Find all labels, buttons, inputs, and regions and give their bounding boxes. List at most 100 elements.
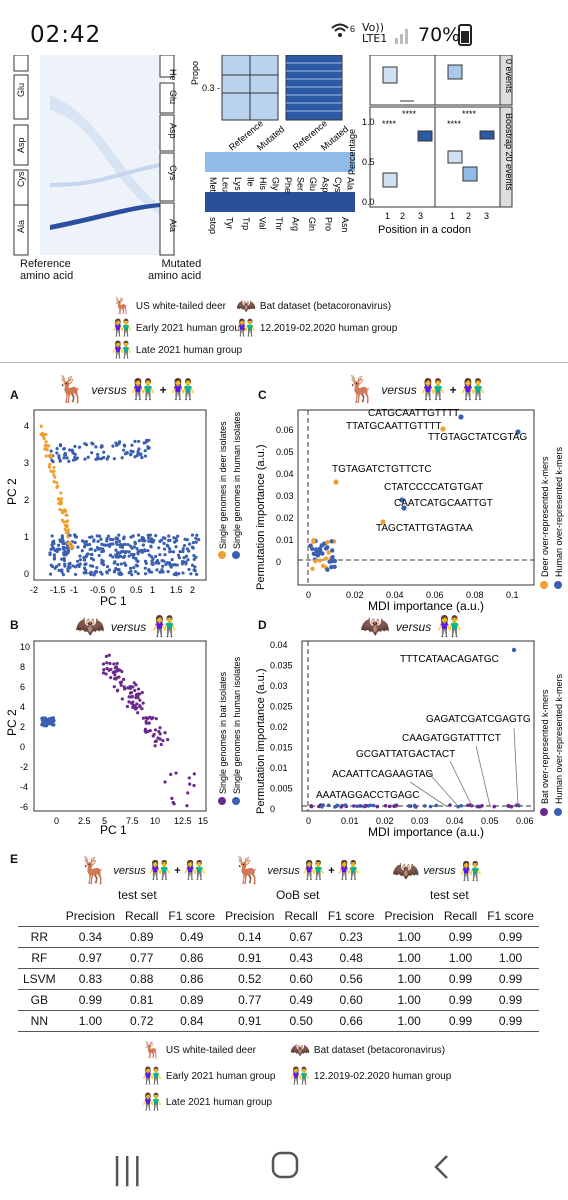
x-tick: 12.5 bbox=[174, 816, 192, 826]
point-human bbox=[118, 440, 122, 444]
point-deer bbox=[66, 541, 70, 545]
point-kmer bbox=[311, 538, 317, 544]
point-human bbox=[184, 562, 188, 566]
point-bat bbox=[140, 707, 144, 711]
y-tick: 0 bbox=[20, 742, 25, 752]
aa-color-legend: Met Leu Lys Ile His Gly Phe Ser Glu Asp Cys Ala sto… bbox=[205, 152, 356, 234]
point-human bbox=[148, 533, 152, 537]
point-human bbox=[100, 572, 104, 576]
metric-value: 0.84 bbox=[163, 1010, 221, 1032]
point-human bbox=[114, 555, 119, 559]
model-name: NN bbox=[18, 1010, 61, 1032]
panel-a-chart: -2 -1.5 -1 -0.5 0 0.5 1 1.5 2 4 3 2 1 0 PC 1 PC 2 bbox=[5, 409, 207, 608]
point-kmer bbox=[313, 547, 319, 552]
aa-left-label: Asp bbox=[16, 137, 26, 153]
point-human bbox=[143, 449, 147, 453]
human-pair-purple-icon: 👫 bbox=[183, 860, 207, 880]
point-kmer bbox=[323, 556, 329, 561]
legend-late-label: Late 2021 human group bbox=[135, 344, 243, 356]
point-human bbox=[185, 538, 189, 542]
sankey-diagram bbox=[13, 55, 175, 256]
y-tick: 0.01 bbox=[270, 763, 288, 773]
column-header: Recall bbox=[120, 906, 164, 927]
point-human bbox=[58, 444, 63, 448]
point-bat bbox=[102, 668, 106, 672]
y-tick: 0.04 bbox=[276, 469, 294, 479]
back-icon[interactable] bbox=[432, 1152, 452, 1190]
panel-d-label: D bbox=[258, 618, 267, 632]
human-pair-olive-icon: 👫 bbox=[437, 616, 463, 638]
x-tick: 2.5 bbox=[78, 816, 91, 826]
panel-b-chart: 0 2.5 5 7.5 10 12.5 15 10 8 6 4 2 0 -2 -4 -6 PC 1 PC 2 bbox=[5, 640, 208, 836]
point-human bbox=[62, 558, 66, 563]
point-human bbox=[166, 544, 170, 548]
point-bat bbox=[185, 804, 189, 808]
legend-deer-label: US white-tailed deer bbox=[165, 1044, 256, 1056]
point-human bbox=[146, 549, 150, 553]
point-kmer bbox=[317, 804, 321, 809]
point-human bbox=[133, 569, 138, 574]
point-deer bbox=[44, 447, 48, 451]
kmer-label: AAATAGGACCTGAGC bbox=[316, 790, 420, 801]
point-bat bbox=[136, 711, 140, 715]
aa-right-label: Asp bbox=[168, 123, 178, 139]
aa-right-label: Ala bbox=[168, 219, 178, 232]
point-human bbox=[75, 559, 80, 563]
point-bat bbox=[112, 662, 116, 666]
kmer-leader bbox=[449, 760, 473, 807]
legend-deer: 🦌 US white-tailed deer bbox=[142, 1040, 256, 1060]
point-bat bbox=[138, 698, 142, 702]
home-icon[interactable] bbox=[270, 1150, 300, 1188]
metric-value: 0.97 bbox=[60, 947, 121, 969]
point-human bbox=[65, 456, 69, 460]
point-bat bbox=[166, 737, 170, 742]
point-kmer bbox=[326, 550, 331, 555]
point-human bbox=[143, 454, 148, 458]
x-tick: 0 bbox=[306, 816, 311, 826]
point-human bbox=[93, 548, 97, 553]
point-human bbox=[63, 564, 67, 568]
point-human bbox=[158, 539, 162, 544]
legend-early: 👫 Early 2021 human group bbox=[142, 1066, 275, 1086]
point-human bbox=[177, 556, 181, 560]
recents-icon[interactable]: ||| bbox=[112, 1152, 143, 1187]
point-kmer bbox=[333, 479, 339, 485]
point-human bbox=[155, 568, 159, 572]
bat-icon: 🦇 bbox=[392, 858, 420, 883]
x-tick: -1.5 bbox=[50, 585, 66, 595]
point-human bbox=[182, 543, 187, 548]
point-human bbox=[140, 550, 144, 554]
point-human bbox=[44, 717, 48, 722]
point-bat bbox=[163, 780, 167, 784]
column-header: F1 score bbox=[482, 906, 539, 927]
point-human bbox=[111, 542, 115, 546]
aa-right-label: He bbox=[168, 69, 178, 81]
point-human bbox=[124, 563, 128, 567]
point-human bbox=[105, 570, 109, 574]
point-human bbox=[140, 456, 144, 460]
point-bat bbox=[138, 705, 142, 709]
point-deer bbox=[63, 524, 67, 528]
point-bat bbox=[114, 677, 118, 681]
point-human bbox=[128, 566, 133, 570]
point-human bbox=[108, 544, 112, 548]
point-human bbox=[178, 549, 182, 554]
aa-legend-label: Ile bbox=[246, 177, 256, 187]
y-tick: 0 bbox=[24, 569, 29, 579]
legend-mid-label: 12.2019-02.2020 human group bbox=[259, 322, 398, 334]
point-kmer bbox=[401, 505, 407, 511]
point-human bbox=[126, 542, 130, 547]
point-kmer bbox=[319, 543, 325, 548]
y-tick: 3 bbox=[24, 458, 29, 468]
bar-ylabel: Propo bbox=[190, 61, 200, 85]
metric-value: 1.00 bbox=[379, 926, 439, 948]
table-row: RF 0.97 0.77 0.86 0.91 0.43 0.48 1.00 1.00 1.00 bbox=[18, 947, 539, 969]
x-tick: 2 bbox=[190, 585, 195, 595]
point-human bbox=[105, 537, 109, 541]
metric-value: 0.67 bbox=[279, 926, 323, 948]
point-kmer bbox=[325, 567, 330, 572]
metric-value: 0.99 bbox=[438, 989, 483, 1011]
point-deer bbox=[59, 491, 63, 495]
point-human bbox=[167, 561, 171, 565]
point-human bbox=[55, 451, 59, 455]
